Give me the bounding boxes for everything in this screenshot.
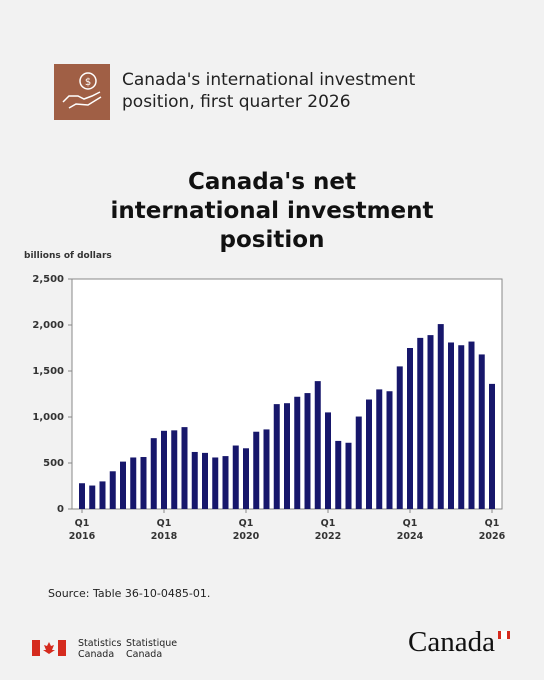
x-tick-label: Q1 2016 xyxy=(68,518,96,542)
bar xyxy=(345,442,352,509)
bar xyxy=(325,412,331,509)
bar xyxy=(376,389,383,509)
bar xyxy=(407,348,413,509)
x-tick-label: Q1 2026 xyxy=(478,518,506,542)
bar xyxy=(263,429,270,509)
wordmark: Canada xyxy=(408,626,495,658)
wordmark-flag xyxy=(498,631,510,639)
bar xyxy=(314,381,321,509)
y-tick-label: 1,000 xyxy=(32,412,64,423)
flag xyxy=(32,640,66,656)
bar xyxy=(222,456,229,509)
agency-fr: Statistique Canada xyxy=(126,638,178,660)
bar xyxy=(417,337,424,509)
bar xyxy=(386,391,393,509)
x-tick-label: Q1 2022 xyxy=(314,518,342,542)
bar xyxy=(489,383,495,509)
chart: 0 500 1,000 1,500 2,000 2,500 xyxy=(32,274,503,515)
bar xyxy=(161,430,167,509)
y-axis-label: billions of dollars xyxy=(24,251,112,261)
bar xyxy=(191,451,198,509)
bar xyxy=(355,416,362,509)
bar xyxy=(304,393,311,509)
bar xyxy=(150,438,157,509)
bar xyxy=(243,448,249,509)
bar xyxy=(99,481,106,509)
bar xyxy=(396,366,403,509)
header-title: Canada's international investment positi… xyxy=(122,70,416,112)
bar xyxy=(427,335,434,509)
bar xyxy=(171,430,178,509)
chart-title: Canada's net international investment po… xyxy=(110,169,434,253)
bar xyxy=(273,404,280,509)
source: Source: Table 36-10-0485-01. xyxy=(48,587,211,600)
bar xyxy=(468,341,475,509)
y-tick-label: 2,000 xyxy=(32,320,64,331)
bar xyxy=(232,445,239,509)
bar xyxy=(335,440,342,509)
bar xyxy=(140,457,147,509)
x-tick-label: Q1 2020 xyxy=(232,518,260,542)
bar xyxy=(130,457,137,509)
bar xyxy=(202,452,208,509)
y-tick-label: 500 xyxy=(43,458,64,469)
y-tick-label: 0 xyxy=(57,504,64,515)
bar xyxy=(79,483,85,509)
x-tick-label: Q1 2018 xyxy=(150,518,178,542)
bar xyxy=(437,324,444,509)
x-tick-label: Q1 2024 xyxy=(396,518,424,542)
bar xyxy=(478,354,485,509)
y-tick-label: 1,500 xyxy=(32,366,64,377)
bar xyxy=(284,403,290,509)
bar xyxy=(458,345,465,509)
bar xyxy=(181,427,188,509)
bar xyxy=(253,431,260,509)
svg-text:$: $ xyxy=(85,77,91,88)
bar xyxy=(109,471,116,509)
bar xyxy=(366,399,372,509)
agency-en: Statistics Canada xyxy=(78,638,122,660)
bar xyxy=(89,485,96,509)
bar xyxy=(120,461,126,509)
bar xyxy=(212,457,219,509)
bar xyxy=(448,342,454,509)
bar xyxy=(294,396,301,509)
icon: $ xyxy=(54,64,110,120)
y-tick-label: 2,500 xyxy=(32,274,64,285)
